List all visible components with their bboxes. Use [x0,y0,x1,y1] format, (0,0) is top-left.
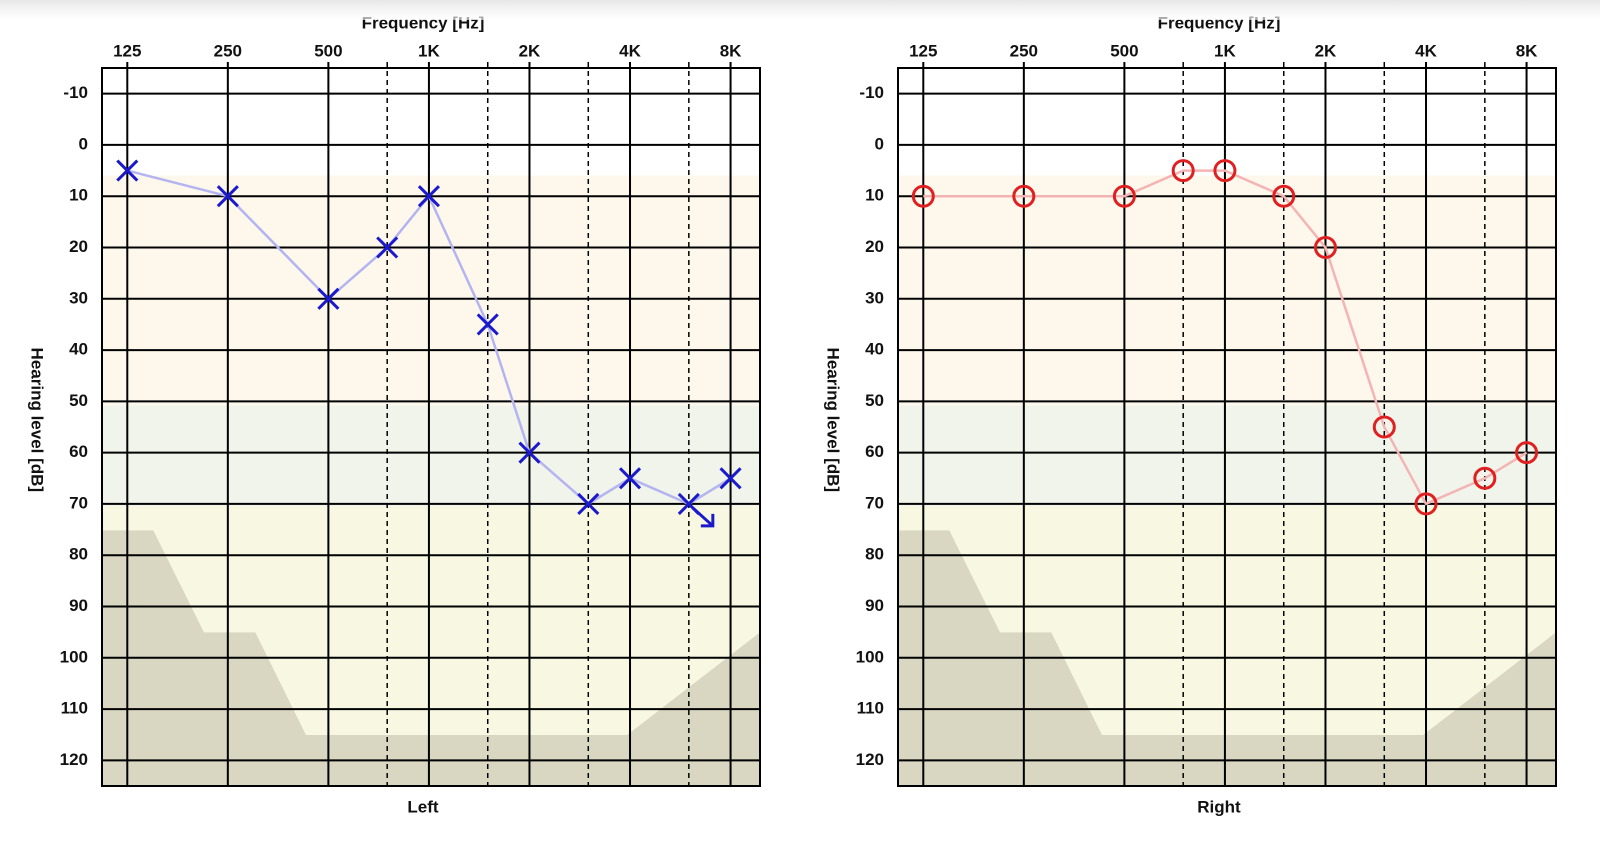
marker-x [577,492,600,515]
y-tick-label: -10 [859,83,884,102]
background-band [898,175,1556,406]
marker-x [317,287,340,310]
background-band [102,68,760,176]
y-tick-label: 120 [60,750,88,769]
marker-o [1112,184,1136,208]
y-tick-label: 80 [865,545,884,564]
marker-o [1171,159,1195,183]
y-tick-label: 100 [60,647,88,666]
marker-o [1372,415,1396,439]
y-tick-label: 120 [856,750,884,769]
y-tick-label: 20 [865,237,884,256]
y-tick-label: 110 [61,699,88,718]
shaded-region [102,530,760,786]
y-tick-label: 70 [69,493,88,512]
marker-x [216,185,239,208]
x-tick-label: 2K [519,41,541,60]
x-tick-label: 8K [1516,41,1538,60]
x-tick-label: 250 [214,41,242,60]
y-axis-title: Hearing level [dB] [28,348,47,493]
background-band [898,68,1556,176]
y-tick-label: 0 [79,134,88,153]
panel-label: Left [407,797,439,816]
y-tick-label: 40 [69,340,88,359]
top-bar [0,0,1600,20]
y-tick-label: 50 [865,391,884,410]
x-tick-label: 250 [1010,41,1038,60]
x-tick-label: 1K [1214,41,1236,60]
no-response-arrow [691,506,715,528]
y-tick-label: 60 [865,442,884,461]
x-tick-label: 4K [1415,41,1437,60]
y-tick-label: 70 [865,493,884,512]
panel-label: Right [1197,797,1241,816]
y-tick-label: 10 [69,186,88,205]
plot-frame [897,67,1557,787]
y-tick-label: 50 [69,391,88,410]
y-tick-label: 80 [69,545,88,564]
y-tick-label: 90 [69,596,88,615]
x-tick-label: 500 [314,41,342,60]
x-tick-label: 1K [418,41,440,60]
x-tick-label: 2K [1315,41,1337,60]
y-tick-label: -10 [63,83,88,102]
marker-o [1313,236,1337,259]
audiogram: -10 0 10 20 30 40 50 60 70 80 90 100 110 120 125 250 500… [824,13,1557,816]
marker-x [719,467,742,490]
background-band [102,405,760,506]
marker-o [1515,441,1539,465]
marker-x [376,236,399,259]
y-tick-label: 110 [857,699,884,718]
audiogram: -10 0 10 20 30 40 50 60 70 80 90 100 110 120 125 250 500… [28,13,761,816]
x-tick-label: 8K [720,41,742,60]
marker-o [1012,184,1036,208]
y-tick-label: 30 [865,288,884,307]
marker-x [417,185,440,208]
y-tick-label: 30 [69,288,88,307]
y-tick-label: 40 [865,340,884,359]
x-tick-label: 4K [619,41,641,60]
y-tick-label: 10 [865,186,884,205]
y-tick-label: 90 [865,596,884,615]
marker-x [476,313,499,336]
x-tick-label: 125 [113,41,141,60]
background-band [898,405,1556,506]
y-tick-label: 0 [875,134,884,153]
shaded-region [898,530,1556,786]
series-line [923,169,1528,506]
y-tick-label: 100 [856,647,884,666]
background-band [102,175,760,406]
marker-o [1414,492,1438,516]
marker-o [1272,184,1296,208]
y-tick-label: 60 [69,442,88,461]
plot-frame [101,67,761,787]
x-tick-label: 500 [1110,41,1138,60]
y-tick-label: 20 [69,237,88,256]
marker-o [911,184,935,208]
marker-x [116,159,139,182]
marker-o [1213,159,1237,183]
marker-x [518,441,541,464]
y-axis-title: Hearing level [dB] [824,348,843,493]
x-tick-label: 125 [909,41,937,60]
marker-o [1473,466,1497,490]
marker-x [618,467,642,490]
